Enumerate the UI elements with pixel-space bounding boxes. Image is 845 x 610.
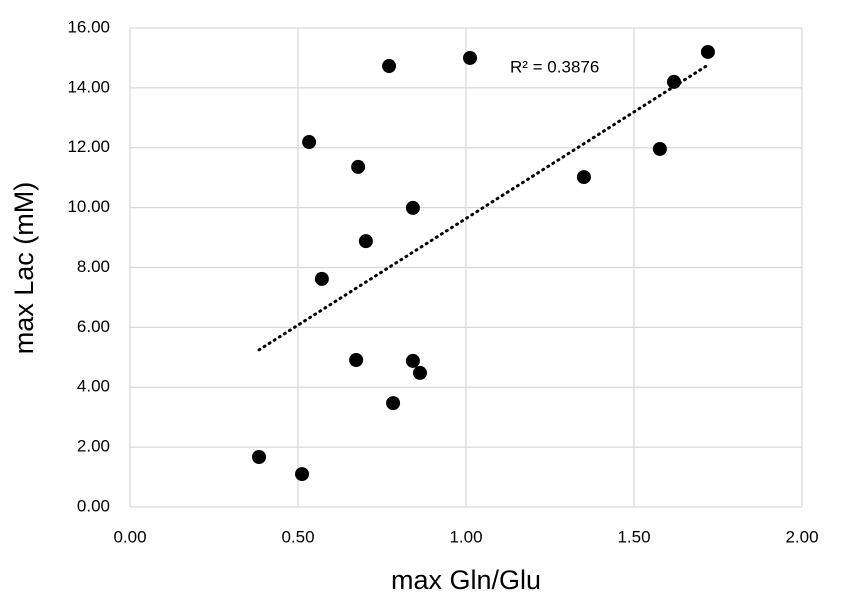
x-tick-label: 2.00 [785, 527, 818, 546]
point [576, 170, 591, 185]
point [405, 200, 420, 215]
y-tick-label: 10.00 [67, 197, 110, 216]
point [700, 44, 715, 59]
x-axis-title: max Gln/Glu [391, 565, 541, 595]
y-tick-label: 8.00 [77, 257, 110, 276]
point [358, 234, 373, 249]
point [252, 450, 267, 465]
y-tick-label: 4.00 [77, 377, 110, 396]
point [349, 353, 364, 368]
x-tick-label: 1.00 [449, 527, 482, 546]
point [666, 74, 681, 89]
y-tick-label: 6.00 [77, 317, 110, 336]
point [382, 59, 397, 74]
x-tick-label: 1.50 [617, 527, 650, 546]
point [405, 353, 420, 368]
point [295, 467, 310, 482]
y-tick-label: 16.00 [67, 17, 110, 36]
point [463, 50, 478, 65]
point [652, 141, 667, 156]
point [412, 365, 427, 380]
point [351, 159, 366, 174]
point [302, 135, 317, 150]
x-tick-label: 0.50 [281, 527, 314, 546]
point [386, 396, 401, 411]
y-axis-title: max Lac (mM) [9, 182, 39, 355]
y-tick-label: 14.00 [67, 77, 110, 96]
y-tick-label: 2.00 [77, 437, 110, 456]
y-tick-label: 0.00 [77, 496, 110, 515]
point [314, 271, 329, 286]
x-tick-label: 0.00 [113, 527, 146, 546]
trendline [257, 63, 710, 352]
y-tick-label: 12.00 [67, 137, 110, 156]
annotation: R² = 0.3876 [510, 57, 599, 76]
